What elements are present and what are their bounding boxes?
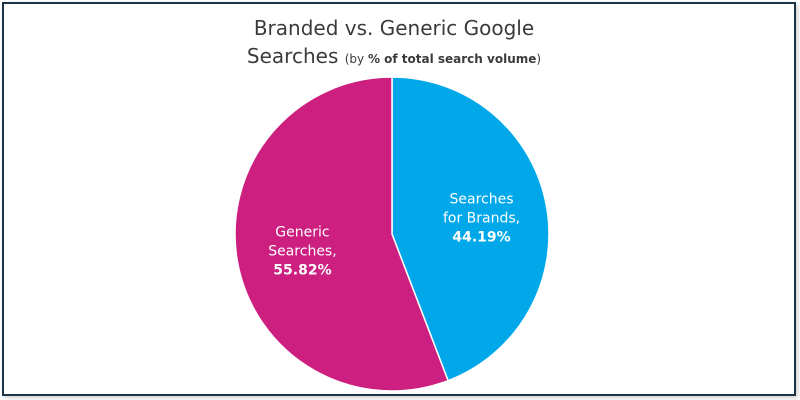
pie-labels: Searches for Brands, 44.19% Generic Searches… (268, 191, 520, 278)
pie-slice-0 (391, 76, 550, 382)
chart-subtitle: (by % of total search volume) (344, 52, 542, 66)
slice-label-0: Searches for Brands, 44.19% (443, 191, 520, 245)
title-text: Branded vs. Generic Google (253, 16, 535, 40)
pie-slice-1 (234, 76, 450, 392)
pie-slices (234, 76, 550, 392)
slice-label-line-0-1: for Brands, (443, 210, 520, 226)
slice-value-0: 44.19% (452, 229, 510, 245)
pie-chart: Searches for Brands, 44.19% Generic Searches… (234, 76, 550, 392)
chart-title: Branded vs. Generic Google Searches (by … (4, 14, 784, 73)
slice-label-1: Generic Searches, 55.82% (268, 225, 336, 279)
chart-frame: Branded vs. Generic Google Searches (by … (2, 2, 796, 396)
slice-label-line-0-0: Searches (450, 191, 514, 207)
slice-value-1: 55.82% (273, 263, 331, 279)
slice-label-line-1-0: Generic (275, 225, 329, 241)
title-text-2: Searches (246, 44, 339, 68)
slice-label-line-1-1: Searches, (268, 244, 336, 260)
